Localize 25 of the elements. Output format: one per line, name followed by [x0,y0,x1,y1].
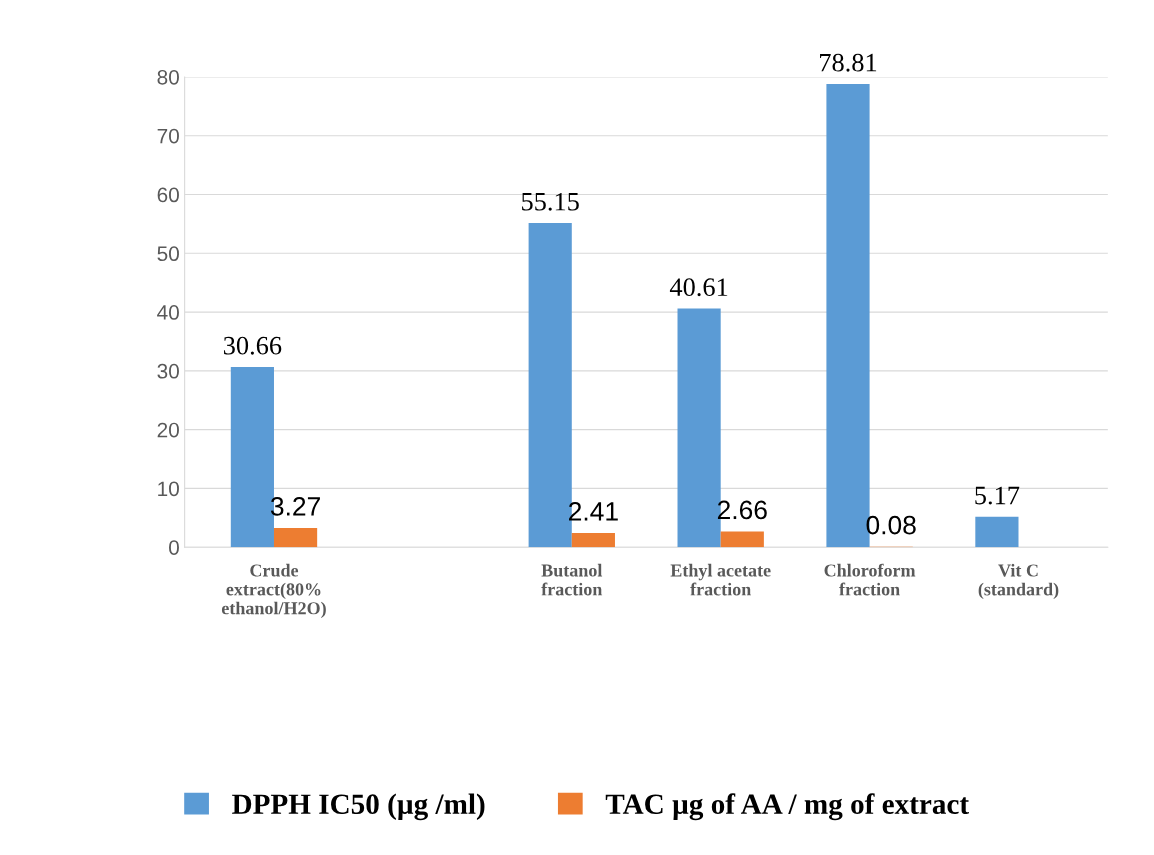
y-tick-label: 40 [157,305,179,320]
data-label: 30.66 [223,336,282,355]
bar [273,527,318,548]
y-tick-label: 0 [169,540,179,555]
legend-label: TAC µg of AA / mg of extract [605,793,969,821]
x-tick-label: Butanol fraction [541,563,603,596]
x-tick-label: Crude extract(80% ethanol/H2O) [221,563,326,618]
bar [720,531,764,548]
y-tick-label: 50 [157,246,179,262]
y-tick-label: 70 [157,128,179,144]
bar [975,516,1019,548]
y-tick-label: 80 [157,69,179,85]
data-label: 55.15 [522,192,579,211]
data-label: 5.17 [975,486,1020,505]
x-tick-label: Vit C (standard) [978,563,1059,600]
x-tick-label: Ethyl acetate fraction [670,563,771,596]
bar [571,533,615,548]
x-tick-label: Chloroform fraction [824,563,916,596]
y-tick-label: 20 [157,422,179,438]
y-tick-label: 30 [157,363,179,379]
data-label: 78.81 [820,53,877,72]
y-tick-label: 60 [157,187,179,203]
data-label: 40.61 [669,278,728,297]
legend-label: DPPH IC50 (µg /ml) [232,793,485,821]
y-tick-label: 10 [158,481,179,497]
